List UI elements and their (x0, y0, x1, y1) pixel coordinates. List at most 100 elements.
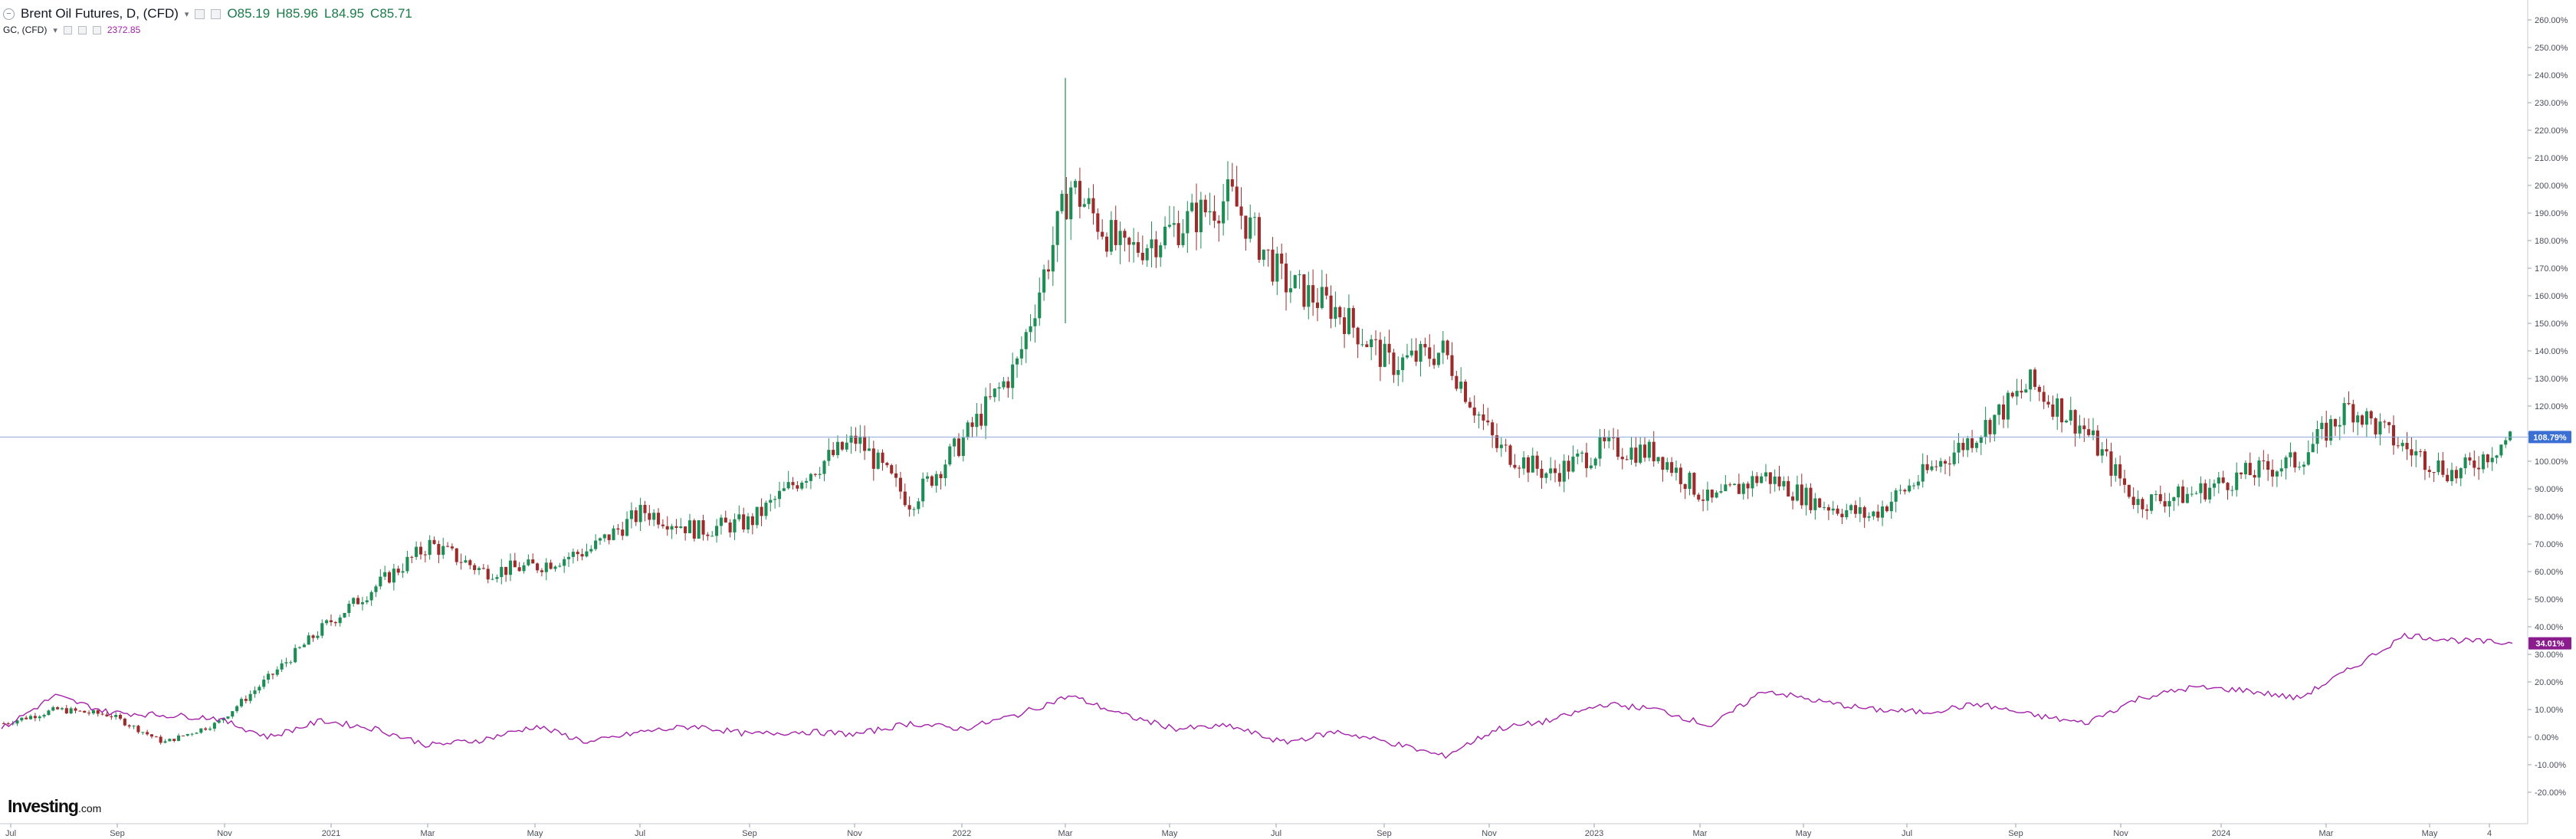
candle-body (1665, 462, 1669, 470)
candle-body (1916, 481, 1920, 486)
candle-body (1522, 457, 1526, 469)
candle-body (1109, 220, 1113, 252)
candle-body (750, 516, 754, 526)
candle-body (2158, 493, 2162, 502)
candle-body (437, 543, 441, 556)
candle-body (1167, 224, 1171, 227)
candle-body (491, 578, 494, 580)
compare-settings-icon[interactable] (63, 25, 72, 34)
compare-dropdown-caret-icon[interactable]: ▾ (53, 25, 57, 35)
candle-body (114, 715, 118, 717)
candle-body (2217, 477, 2220, 484)
candle-body (1491, 422, 1495, 436)
candle-body (1423, 343, 1427, 348)
candle-body (805, 480, 809, 483)
candle-body (2410, 449, 2414, 456)
candle-body (2122, 478, 2127, 485)
collapse-icon[interactable]: − (3, 8, 15, 20)
x-tick-label: Sep (742, 829, 757, 838)
candle-body (1351, 308, 1355, 328)
candle-body (2400, 442, 2404, 447)
candle-body (912, 509, 916, 510)
y-tick-label: 130.00% (2535, 375, 2568, 384)
candle-body (38, 716, 41, 719)
candle-body (1262, 249, 1265, 261)
candle-body (2064, 421, 2068, 423)
low-value: L84.95 (324, 6, 365, 21)
candle-body (1186, 211, 1190, 234)
x-tick-label: Jul (1902, 829, 1912, 838)
candle-body (917, 501, 920, 510)
dropdown-caret-icon[interactable]: ▾ (184, 9, 189, 19)
compare-series-title: GC, (CFD) (3, 25, 48, 35)
candle-body (782, 488, 786, 491)
candle-body (1629, 447, 1633, 460)
candle-body (531, 559, 535, 564)
candle-body (1737, 483, 1741, 494)
y-tick-label: 80.00% (2535, 513, 2564, 522)
candle-body (1074, 181, 1078, 188)
y-tick-label: 140.00% (2535, 347, 2568, 356)
candle-body (379, 576, 382, 587)
x-tick-label: Mar (1058, 829, 1073, 838)
candle-body (2248, 463, 2252, 475)
candle-body (1634, 447, 1638, 463)
compare-hide-icon[interactable] (77, 25, 87, 34)
candle-body (1751, 476, 1754, 489)
candle-body (742, 514, 746, 530)
candle-body (2419, 451, 2423, 452)
x-tick-label: May (1162, 829, 1178, 838)
candle-body (1114, 220, 1117, 245)
candle-body (2266, 460, 2270, 470)
candle-body (1217, 221, 1221, 224)
candle-body (343, 612, 346, 618)
open-value: O85.19 (227, 6, 271, 21)
candle-body (2230, 490, 2234, 491)
candle-body (706, 534, 710, 536)
candle-body (715, 526, 719, 536)
candle-body (961, 438, 965, 457)
candle-body (2181, 486, 2185, 503)
candle-body (1603, 437, 1606, 441)
candle-body (1356, 327, 1360, 345)
compare-remove-icon[interactable] (92, 25, 101, 34)
candle-body (2369, 411, 2373, 419)
candle-body (60, 708, 64, 710)
candle-body (1190, 202, 1194, 211)
x-tick-label: Mar (421, 829, 435, 838)
candle-body (1298, 274, 1301, 276)
hide-series-icon[interactable] (211, 8, 222, 19)
candle-body (473, 565, 477, 571)
candle-body (239, 699, 244, 706)
candle-body (1150, 239, 1153, 248)
candle-body (1760, 476, 1764, 483)
candle-body (1101, 231, 1104, 237)
candle-body (2060, 398, 2064, 423)
candle-body (1275, 253, 1279, 282)
candle-body (1140, 252, 1144, 261)
candle-body (1993, 415, 1997, 434)
candle-body (1526, 457, 1530, 473)
candle-body (1908, 485, 1911, 492)
candle-body (96, 710, 100, 714)
settings-icon[interactable] (195, 8, 205, 19)
candle-body (2441, 460, 2445, 475)
candle-body (2454, 470, 2458, 479)
candle-body (1732, 483, 1737, 486)
candle-body (146, 732, 149, 735)
x-tick-label: 4 (2487, 829, 2492, 838)
candle-body (352, 598, 356, 604)
candle-body (517, 567, 521, 572)
candle-body (168, 739, 172, 742)
candle-body (1405, 355, 1409, 358)
candle-body (1347, 308, 1350, 334)
candle-body (1971, 438, 1974, 448)
candle-body (2118, 464, 2122, 479)
candle-body (2006, 392, 2010, 420)
candle-body (284, 662, 288, 664)
candle-body (1853, 505, 1858, 514)
candle-body (576, 552, 579, 555)
candle-body (2145, 509, 2149, 511)
candle-body (1428, 347, 1432, 359)
